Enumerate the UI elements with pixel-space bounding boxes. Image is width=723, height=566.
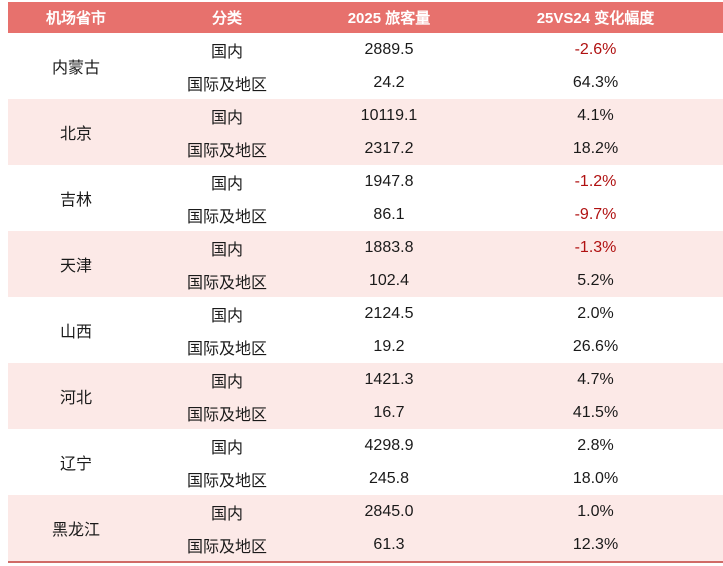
change-cell: 4.1% bbox=[468, 99, 723, 132]
volume-cell: 1883.8 bbox=[310, 231, 468, 264]
category-cell: 国际及地区 bbox=[144, 462, 310, 495]
volume-cell: 61.3 bbox=[310, 528, 468, 562]
volume-cell: 10119.1 bbox=[310, 99, 468, 132]
change-cell: 12.3% bbox=[468, 528, 723, 562]
category-cell: 国际及地区 bbox=[144, 330, 310, 363]
province-cell: 辽宁 bbox=[8, 429, 144, 495]
change-cell: 18.2% bbox=[468, 132, 723, 165]
category-cell: 国内 bbox=[144, 297, 310, 330]
table-row: 黑龙江 国内 2845.0 1.0% bbox=[8, 495, 723, 562]
table-row: 山西 国内 2124.5 2.0% bbox=[8, 297, 723, 363]
table-row: 国际及地区 102.4 5.2% bbox=[8, 264, 723, 297]
table-row: 北京 国内 10119.1 4.1% bbox=[8, 99, 723, 165]
province-cell: 山西 bbox=[8, 297, 144, 363]
change-cell: 2.0% bbox=[468, 297, 723, 330]
volume-cell: 2845.0 bbox=[310, 495, 468, 528]
province-cell: 内蒙古 bbox=[8, 33, 144, 99]
change-cell: 4.7% bbox=[468, 363, 723, 396]
change-cell: -2.6% bbox=[468, 33, 723, 66]
province-cell: 河北 bbox=[8, 363, 144, 429]
change-cell: -1.2% bbox=[468, 165, 723, 198]
table-header: 机场省市 分类 2025 旅客量 25VS24 变化幅度 bbox=[8, 2, 723, 33]
table-row: 吉林 国内 1947.8 -1.2% bbox=[8, 165, 723, 231]
volume-cell: 2889.5 bbox=[310, 33, 468, 66]
header-change-25vs24: 25VS24 变化幅度 bbox=[468, 2, 723, 33]
change-cell: -1.3% bbox=[468, 231, 723, 264]
volume-cell: 1421.3 bbox=[310, 363, 468, 396]
category-cell: 国内 bbox=[144, 363, 310, 396]
header-province: 机场省市 bbox=[8, 2, 144, 33]
table-row: 国际及地区 86.1 -9.7% bbox=[8, 198, 723, 231]
change-cell: 41.5% bbox=[468, 396, 723, 429]
header-volume-2025: 2025 旅客量 bbox=[310, 2, 468, 33]
table-row: 内蒙古 国内 2889.5 -2.6% bbox=[8, 33, 723, 99]
table-row: 国际及地区 24.2 64.3% bbox=[8, 66, 723, 99]
category-cell: 国内 bbox=[144, 33, 310, 66]
province-cell: 天津 bbox=[8, 231, 144, 297]
volume-cell: 2124.5 bbox=[310, 297, 468, 330]
category-cell: 国内 bbox=[144, 429, 310, 462]
province-cell: 吉林 bbox=[8, 165, 144, 231]
table-body: 内蒙古 国内 2889.5 -2.6% 国际及地区 24.2 64.3% 北京 国内 10119.… bbox=[8, 33, 723, 562]
province-cell: 黑龙江 bbox=[8, 495, 144, 562]
table-row: 国际及地区 19.2 26.6% bbox=[8, 330, 723, 363]
category-cell: 国际及地区 bbox=[144, 132, 310, 165]
change-cell: 2.8% bbox=[468, 429, 723, 462]
category-cell: 国际及地区 bbox=[144, 198, 310, 231]
airport-traffic-table-wrap: 机场省市 分类 2025 旅客量 25VS24 变化幅度 内蒙古 国内 2889.5… bbox=[8, 2, 723, 563]
volume-cell: 102.4 bbox=[310, 264, 468, 297]
volume-cell: 245.8 bbox=[310, 462, 468, 495]
table-row: 国际及地区 61.3 12.3% bbox=[8, 528, 723, 562]
volume-cell: 86.1 bbox=[310, 198, 468, 231]
category-cell: 国际及地区 bbox=[144, 264, 310, 297]
category-cell: 国际及地区 bbox=[144, 396, 310, 429]
table-row: 国际及地区 16.7 41.5% bbox=[8, 396, 723, 429]
change-cell: 64.3% bbox=[468, 66, 723, 99]
category-cell: 国际及地区 bbox=[144, 66, 310, 99]
header-row: 机场省市 分类 2025 旅客量 25VS24 变化幅度 bbox=[8, 2, 723, 33]
change-cell: 18.0% bbox=[468, 462, 723, 495]
change-cell: 26.6% bbox=[468, 330, 723, 363]
category-cell: 国内 bbox=[144, 99, 310, 132]
table-row: 天津 国内 1883.8 -1.3% bbox=[8, 231, 723, 297]
category-cell: 国内 bbox=[144, 165, 310, 198]
volume-cell: 19.2 bbox=[310, 330, 468, 363]
volume-cell: 4298.9 bbox=[310, 429, 468, 462]
volume-cell: 16.7 bbox=[310, 396, 468, 429]
volume-cell: 1947.8 bbox=[310, 165, 468, 198]
change-cell: -9.7% bbox=[468, 198, 723, 231]
table-row: 国际及地区 245.8 18.0% bbox=[8, 462, 723, 495]
header-category: 分类 bbox=[144, 2, 310, 33]
category-cell: 国内 bbox=[144, 231, 310, 264]
table-row: 辽宁 国内 4298.9 2.8% bbox=[8, 429, 723, 495]
change-cell: 5.2% bbox=[468, 264, 723, 297]
table-row: 国际及地区 2317.2 18.2% bbox=[8, 132, 723, 165]
change-cell: 1.0% bbox=[468, 495, 723, 528]
volume-cell: 2317.2 bbox=[310, 132, 468, 165]
volume-cell: 24.2 bbox=[310, 66, 468, 99]
province-cell: 北京 bbox=[8, 99, 144, 165]
category-cell: 国内 bbox=[144, 495, 310, 528]
airport-traffic-table: 机场省市 分类 2025 旅客量 25VS24 变化幅度 内蒙古 国内 2889.5… bbox=[8, 2, 723, 563]
category-cell: 国际及地区 bbox=[144, 528, 310, 562]
table-row: 河北 国内 1421.3 4.7% bbox=[8, 363, 723, 429]
